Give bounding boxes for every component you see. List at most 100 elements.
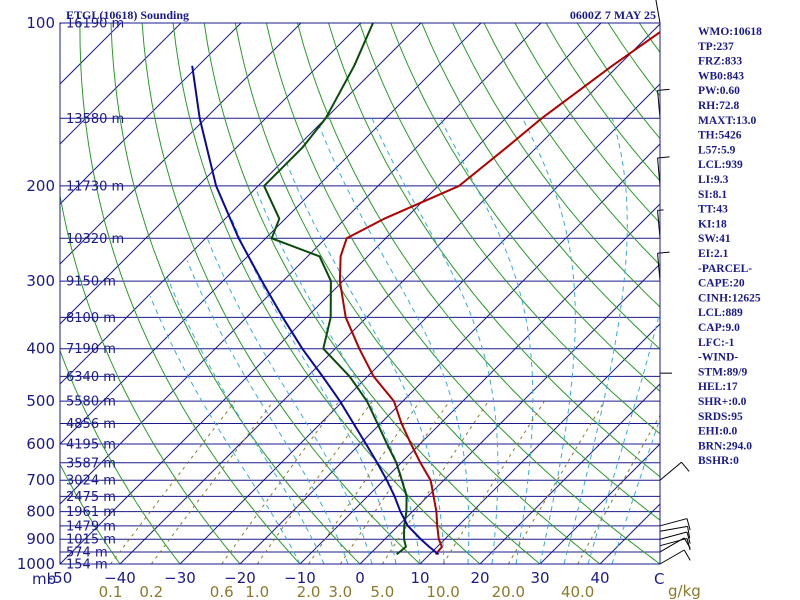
pressure-tick-label: 600 — [26, 435, 55, 453]
pressure-tick-label: 700 — [26, 471, 55, 489]
index-line: TT:43 — [698, 204, 728, 216]
height-label: 1961 m — [66, 505, 116, 520]
wind-barb — [657, 156, 670, 186]
dry-adiabat — [359, 23, 660, 435]
parcel-line — [191, 65, 440, 556]
moist-adiabat — [563, 118, 628, 564]
mixing-ratio-unit-label: g/kg — [668, 582, 701, 600]
moist-adiabat — [439, 118, 534, 564]
dry-adiabat — [141, 23, 421, 564]
wind-barb — [659, 518, 691, 531]
moist-adiabat — [186, 260, 349, 564]
isotherm--90 — [60, 23, 362, 325]
sounding-series — [191, 23, 660, 556]
height-label: 13580 m — [66, 112, 124, 127]
moist-adiabat — [285, 160, 445, 564]
index-line: MAXT:13.0 — [698, 115, 756, 127]
moist-adiabat — [611, 416, 660, 564]
temperature-tick-label: -50 — [48, 569, 73, 587]
moist-adiabat — [149, 296, 301, 564]
pressure-tick-label: 200 — [26, 177, 55, 195]
pressure-tick-label: 500 — [26, 392, 55, 410]
index-line: LI:9.3 — [698, 174, 729, 186]
index-line: LCL:939 — [698, 159, 743, 171]
index-line: L57:5.9 — [698, 144, 736, 156]
index-line: EI:2.1 — [698, 248, 729, 260]
mixing-ratio-line — [442, 400, 545, 564]
isotherm--120 — [60, 23, 182, 145]
temperature-tick-label: 40 — [590, 569, 609, 587]
mixing-ratio-tick-label: 20.0 — [492, 583, 525, 600]
isotherm--70 — [60, 23, 482, 445]
height-label: 8100 m — [66, 311, 116, 326]
height-label: 3024 m — [66, 474, 116, 489]
index-line: FRZ:833 — [698, 56, 742, 68]
mixing-ratio-tick-label: 40.0 — [561, 583, 594, 600]
temperature-line — [338, 30, 660, 556]
dry-adiabat — [576, 23, 660, 140]
pressure-tick-label: 100 — [26, 14, 55, 32]
index-line: STM:89/9 — [698, 366, 747, 378]
dry-adiabat — [265, 23, 660, 564]
isotherm-20 — [479, 383, 660, 564]
mixing-ratio-tick-label: 0.1 — [99, 583, 123, 600]
temperature-unit-label: C — [654, 570, 664, 588]
index-line: CINH:12625 — [698, 292, 761, 304]
isotherm-30 — [539, 443, 660, 564]
height-label: 4195 m — [66, 437, 116, 452]
isotherm-10 — [419, 323, 660, 564]
isotherm--20 — [239, 143, 660, 564]
pressure-tick-label: 400 — [26, 340, 55, 358]
valid-time: 0600Z 7 MAY 25 — [570, 8, 656, 22]
mixing-ratio-tick-label: 0.6 — [210, 583, 234, 600]
wind-barb — [659, 461, 690, 481]
station-title: ETGL(10618) Sounding — [66, 8, 189, 22]
moist-adiabat — [206, 238, 373, 564]
dry-adiabat — [110, 23, 361, 564]
temperature-tick-label: −20 — [224, 569, 256, 587]
height-label: 154 m — [66, 558, 108, 573]
dry-adiabat — [60, 463, 121, 564]
index-line: CAPE:20 — [698, 278, 745, 290]
dry-adiabat — [297, 23, 660, 521]
dry-adiabat — [60, 192, 241, 564]
dry-adiabat — [421, 23, 660, 350]
dry-adiabat — [452, 23, 660, 308]
temperature-tick-label: 30 — [530, 569, 549, 587]
isotherm-0 — [359, 263, 660, 564]
mixing-ratio-tick-label: 1.0 — [245, 583, 269, 600]
grid-lines — [60, 23, 660, 564]
moist-adiabat — [371, 118, 499, 564]
height-label: 6340 m — [66, 370, 116, 385]
moist-adiabat — [587, 309, 660, 564]
wind-barb — [657, 251, 670, 282]
index-line: BSHR:0 — [698, 455, 739, 467]
dry-adiabat — [79, 23, 301, 564]
sounding-indices-panel: WMO:10618 TP:237 FRZ:833 WB0:843 PW:0.60 RH:7… — [698, 26, 762, 467]
mixing-ratio-line — [110, 400, 236, 564]
height-label: 4856 m — [66, 417, 116, 432]
index-line: -WIND- — [698, 352, 738, 364]
index-line: LCL:889 — [698, 307, 743, 319]
temperature-tick-label: −10 — [284, 569, 316, 587]
dry-adiabat — [390, 23, 660, 393]
index-line: SW:41 — [698, 233, 731, 245]
mixing-ratio-line — [256, 400, 373, 564]
index-line: WMO:10618 — [698, 26, 762, 38]
isotherm--60 — [60, 23, 542, 505]
isotherm--10 — [299, 203, 660, 564]
pressure-unit-label: mb — [32, 570, 56, 588]
moist-adiabat — [231, 218, 397, 564]
height-label: 1015 m — [66, 533, 116, 548]
wind-barb — [659, 549, 691, 565]
mixing-ratio-line — [507, 400, 605, 564]
index-line: EHI:0.0 — [698, 426, 738, 438]
isotherm--40 — [119, 23, 660, 564]
index-line: WB0:843 — [698, 70, 744, 82]
height-label: 10320 m — [66, 232, 124, 247]
isotherm--30 — [179, 83, 660, 564]
temperature-tick-label: 0 — [355, 569, 365, 587]
temperature-tick-label: 10 — [410, 569, 429, 587]
height-label: 9150 m — [66, 275, 116, 290]
